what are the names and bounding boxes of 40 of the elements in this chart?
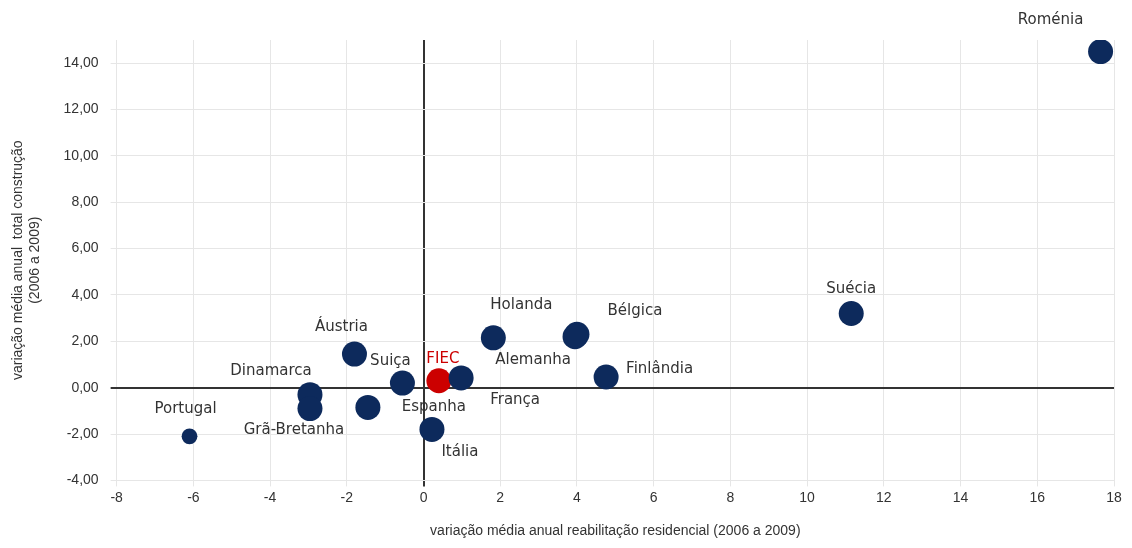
x-tick-label: -6 bbox=[187, 488, 200, 505]
annotation: Finlândia bbox=[626, 358, 694, 377]
x-tick-label: 2 bbox=[496, 488, 505, 505]
annotation: Suécia bbox=[826, 279, 877, 298]
x-tick-label: 4 bbox=[573, 488, 582, 505]
annotation: Alemanha bbox=[495, 349, 571, 368]
y-tick-label: 8,00 bbox=[71, 193, 99, 210]
x-tick-label: 0 bbox=[419, 488, 428, 505]
y-tick-label: 4,00 bbox=[71, 285, 99, 302]
annotation: Grã-Bretanha bbox=[243, 420, 345, 439]
y-tick-label: -4,00 bbox=[66, 471, 99, 488]
annotation: Itália bbox=[441, 442, 479, 461]
annotation: Portugal bbox=[154, 399, 217, 418]
y-tick-label: 6,00 bbox=[71, 239, 99, 256]
x-tick-label: 6 bbox=[649, 488, 658, 505]
y-tick-label: 12,00 bbox=[63, 100, 99, 117]
x-tick-label: -8 bbox=[110, 488, 124, 505]
x-tick-label: 16 bbox=[1029, 488, 1046, 505]
x-tick-label: 14 bbox=[952, 488, 969, 505]
series-label: FIEC bbox=[426, 348, 460, 367]
annotation: Holanda bbox=[490, 294, 553, 313]
y-tick-label: 10,00 bbox=[63, 146, 99, 163]
x-tick-label: -2 bbox=[340, 488, 354, 505]
x-tick-label: 12 bbox=[876, 488, 892, 505]
x-tick-label: 8 bbox=[726, 488, 735, 505]
y-tick-label: -2,00 bbox=[66, 424, 99, 441]
annotation: Dinamarca bbox=[230, 360, 312, 379]
annotation: Bélgica bbox=[607, 301, 663, 320]
x-tick-label: -4 bbox=[263, 488, 277, 505]
y-tick-label: 14,00 bbox=[63, 54, 99, 71]
annotation: Áustria bbox=[314, 315, 368, 335]
annotation: Roménia bbox=[1017, 10, 1084, 29]
x-axis-title: variação média anual reabilitação residencial (2006 a 2009) bbox=[430, 522, 801, 539]
annotation: França bbox=[490, 389, 541, 408]
annotation: Suiça bbox=[370, 350, 411, 369]
x-tick-label: 18 bbox=[1106, 488, 1122, 505]
y-tick-label: 2,00 bbox=[71, 332, 99, 349]
x-tick-label: 10 bbox=[799, 488, 816, 505]
y-axis-title: variação média anual total construção (2006 a 2009) bbox=[9, 140, 43, 381]
y-tick-label: 0,00 bbox=[71, 378, 99, 395]
